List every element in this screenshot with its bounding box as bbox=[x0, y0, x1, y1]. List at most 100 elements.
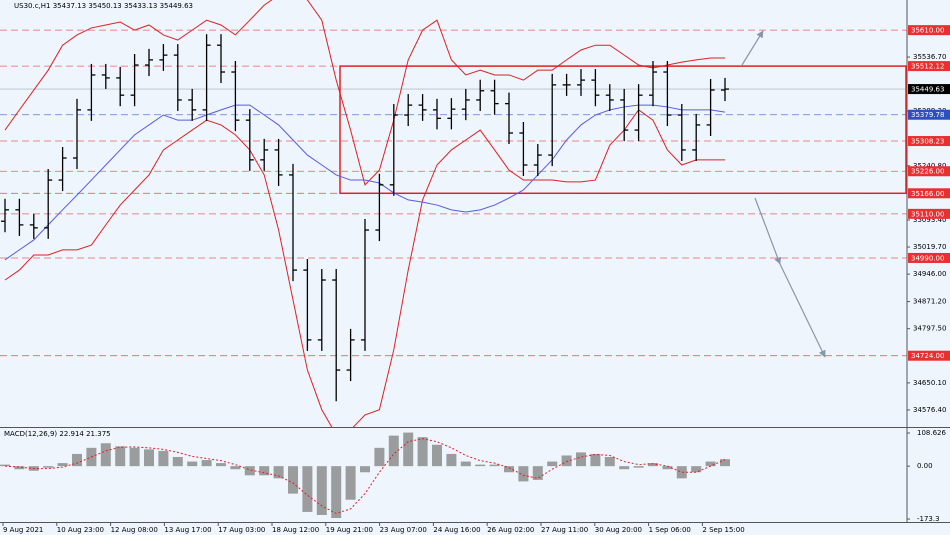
x-tick-label: 17 Aug 03:00 bbox=[218, 526, 265, 534]
x-tick-label: 27 Aug 11:00 bbox=[541, 526, 588, 534]
macd-bar bbox=[662, 466, 673, 470]
macd-bar bbox=[547, 461, 558, 467]
y-tick-label: 34797.50 bbox=[913, 325, 946, 333]
macd-bar bbox=[172, 456, 183, 467]
macd-bar bbox=[720, 459, 730, 467]
level-tag bbox=[908, 208, 950, 219]
macd-bar bbox=[590, 453, 601, 467]
macd-bar bbox=[532, 466, 543, 480]
macd-bar bbox=[489, 464, 500, 467]
y-tick-label: 35019.70 bbox=[913, 243, 946, 251]
y-tick-label: 34576.40 bbox=[913, 406, 946, 414]
level-tag bbox=[908, 166, 950, 177]
macd-bar bbox=[14, 466, 25, 470]
y-tick-label: 34650.10 bbox=[913, 379, 946, 387]
level-tag bbox=[908, 136, 950, 147]
macd-bar bbox=[273, 466, 284, 479]
macd-bar bbox=[230, 466, 241, 470]
indicator-line bbox=[4, 104, 726, 261]
macd-bar bbox=[187, 461, 198, 467]
macd-bar bbox=[561, 455, 572, 467]
macd-bar bbox=[432, 444, 442, 467]
y-tick-label: 34871.20 bbox=[913, 298, 946, 306]
macd-bar bbox=[345, 466, 356, 500]
macd-bar bbox=[43, 466, 54, 468]
arrow-down bbox=[754, 197, 782, 265]
x-tick-label: 26 Aug 02:00 bbox=[487, 526, 534, 534]
level-label: 35449.63 bbox=[911, 86, 944, 94]
level-tag bbox=[908, 188, 950, 199]
indicator-line bbox=[4, 0, 725, 186]
macd-bar bbox=[705, 461, 716, 467]
level-label: 35226.00 bbox=[911, 168, 944, 176]
x-tick-label: 24 Aug 16:00 bbox=[433, 526, 480, 534]
y-tick-label: -173.3 bbox=[917, 515, 940, 523]
macd-panel bbox=[0, 432, 730, 519]
level-tag bbox=[908, 61, 950, 72]
macd-bar bbox=[100, 443, 111, 467]
macd-bar bbox=[604, 456, 615, 467]
macd-bar bbox=[302, 466, 313, 512]
macd-bar bbox=[158, 450, 169, 467]
level-label: 35110.00 bbox=[911, 210, 944, 218]
macd-bar bbox=[518, 466, 529, 482]
x-tick-label: 30 Aug 20:00 bbox=[595, 526, 642, 534]
y-tick-label: 35536.70 bbox=[913, 53, 946, 61]
macd-bar bbox=[676, 466, 687, 479]
macd-bar bbox=[360, 466, 370, 473]
macd-bar bbox=[244, 466, 255, 476]
macd-bar bbox=[316, 466, 327, 515]
x-tick-label: 10 Aug 23:00 bbox=[57, 526, 104, 534]
macd-bar bbox=[576, 452, 586, 467]
macd-bar bbox=[129, 447, 140, 467]
level-label: 35512.12 bbox=[911, 63, 944, 71]
x-tick-label: 19 Aug 21:00 bbox=[326, 526, 373, 534]
level-tag bbox=[908, 252, 950, 263]
x-tick-label: 18 Aug 12:00 bbox=[272, 526, 319, 534]
macd-bar bbox=[288, 466, 298, 494]
x-tick-label: 1 Sep 06:00 bbox=[649, 526, 691, 534]
x-tick-label: 12 Aug 08:00 bbox=[111, 526, 158, 534]
macd-bar bbox=[619, 466, 630, 470]
x-tick-label: 13 Aug 17:00 bbox=[164, 526, 211, 534]
x-tick-label: 23 Aug 07:00 bbox=[380, 526, 427, 534]
y-tick-label: 0.00 bbox=[917, 462, 933, 470]
macd-bar bbox=[115, 446, 126, 467]
level-label: 34724.00 bbox=[911, 352, 944, 360]
macd-bar bbox=[216, 463, 226, 467]
macd-bar bbox=[331, 466, 342, 519]
macd-bar bbox=[374, 447, 385, 467]
x-tick-label: 9 Aug 2021 bbox=[3, 526, 43, 534]
y-tick-label: 108.626 bbox=[917, 429, 946, 437]
macd-bar bbox=[504, 466, 514, 473]
level-label: 34990.00 bbox=[911, 254, 944, 262]
macd-bar bbox=[633, 466, 644, 468]
arrow-down bbox=[779, 263, 826, 358]
macd-bar bbox=[460, 461, 471, 467]
macd-bar bbox=[388, 435, 399, 467]
macd-bar bbox=[648, 463, 658, 467]
macd-bar bbox=[144, 449, 154, 467]
indicator-line bbox=[4, 109, 725, 427]
macd-bar bbox=[57, 463, 68, 467]
arrow-up bbox=[741, 30, 764, 66]
macd-bar bbox=[417, 437, 428, 467]
price-panel bbox=[0, 0, 907, 427]
level-tag bbox=[908, 84, 950, 95]
y-tick-label: 35240.80 bbox=[913, 162, 946, 170]
macd-bar bbox=[201, 460, 212, 467]
level-label: 35308.23 bbox=[911, 138, 944, 146]
level-tag bbox=[908, 25, 950, 36]
macd-bar bbox=[691, 466, 702, 473]
macd-bar bbox=[446, 453, 457, 467]
level-label: 35610.00 bbox=[911, 27, 944, 35]
axes: 35536.7035389.3035240.8035093.4035019.70… bbox=[2, 25, 950, 534]
macd-bar bbox=[475, 464, 486, 467]
level-label: 35379.78 bbox=[911, 111, 944, 119]
y-tick-label: 35093.40 bbox=[913, 216, 946, 224]
macd-bar bbox=[72, 453, 82, 467]
level-label: 35166.00 bbox=[911, 190, 944, 198]
